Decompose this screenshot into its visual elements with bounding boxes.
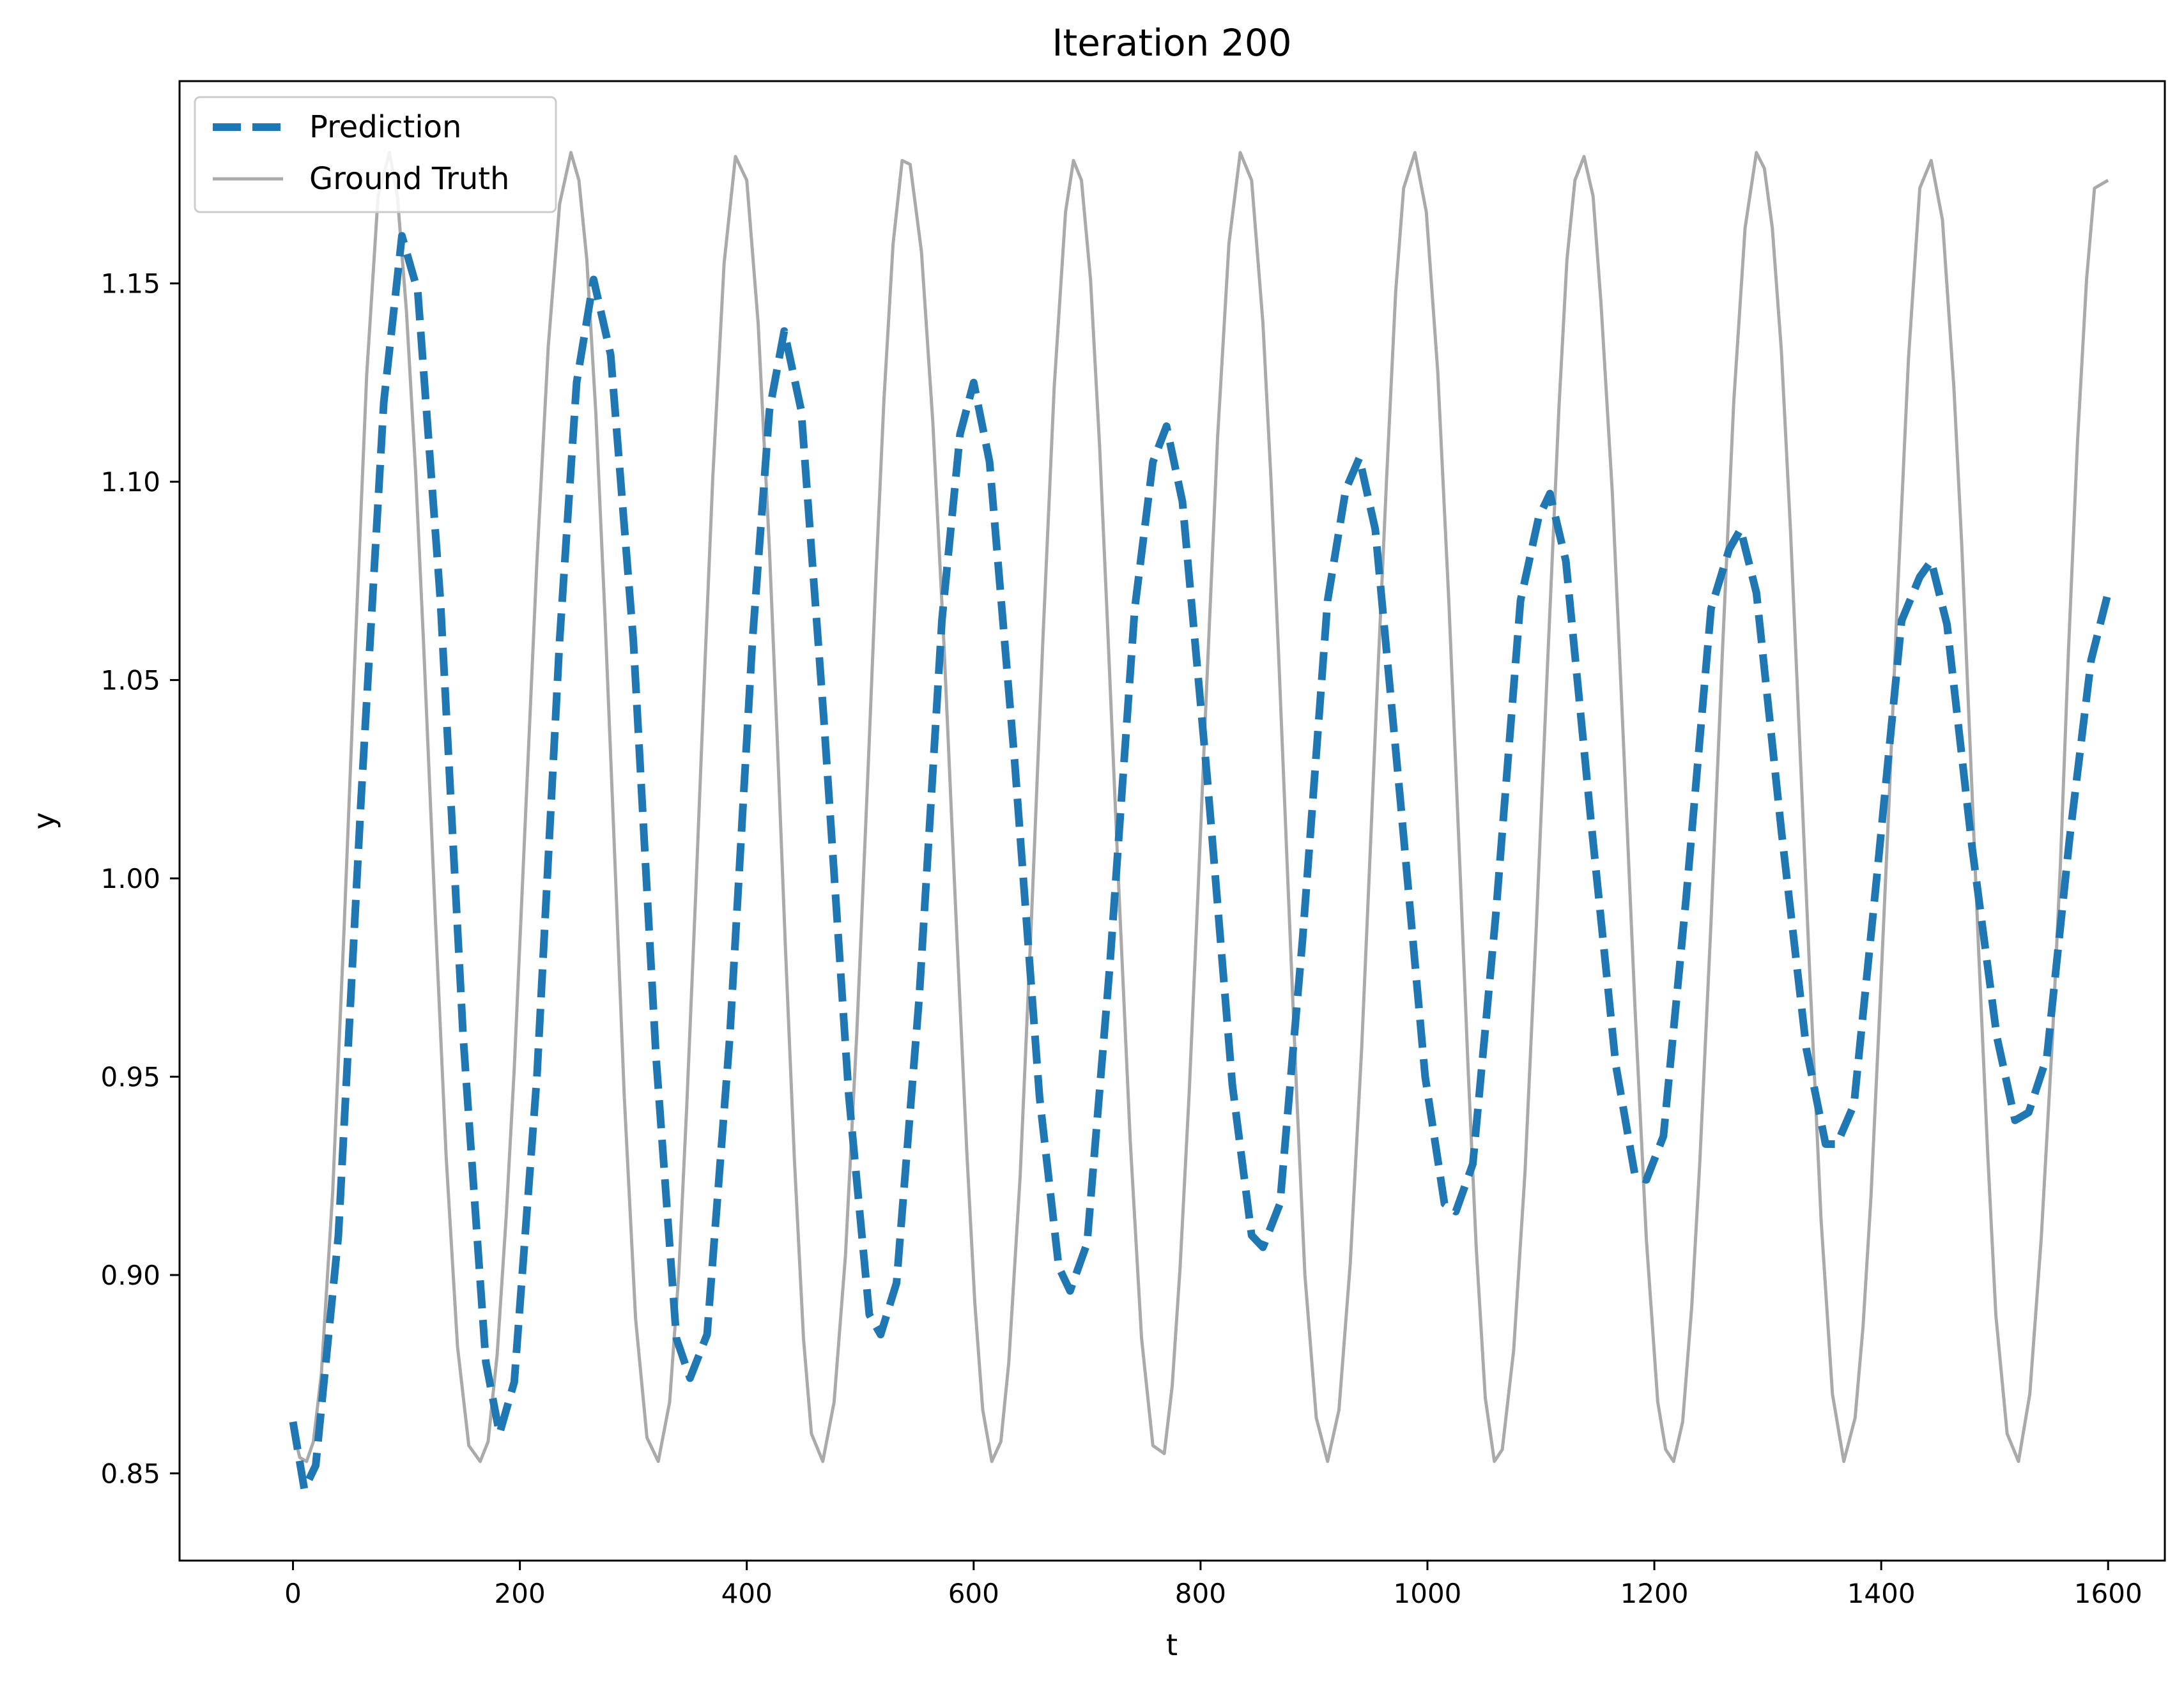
- x-tick-label: 1400: [1847, 1578, 1916, 1609]
- y-tick-label: 0.95: [100, 1061, 160, 1092]
- series-line-prediction: [289, 232, 2112, 1494]
- legend: Prediction Ground Truth: [194, 96, 557, 213]
- x-tick-label: 0: [284, 1578, 302, 1609]
- x-tick-label: 1200: [1620, 1578, 1689, 1609]
- series-line-ground-truth: [291, 151, 2109, 1464]
- y-tick-label: 1.10: [100, 466, 160, 498]
- legend-label-ground-truth: Ground Truth: [309, 161, 509, 197]
- chart-title: Iteration 200: [1052, 21, 1291, 65]
- x-tick-label: 200: [495, 1578, 546, 1609]
- x-tick-label: 600: [948, 1578, 999, 1609]
- x-tick-label: 400: [721, 1578, 773, 1609]
- x-tick-label: 1600: [2074, 1578, 2142, 1609]
- y-tick-label: 1.15: [100, 268, 160, 300]
- legend-box: [194, 96, 557, 213]
- y-tick-label: 0.85: [100, 1458, 160, 1489]
- plot-area: [289, 151, 2112, 1494]
- x-tick-label: 1000: [1394, 1578, 1462, 1609]
- y-tick-label: 1.05: [100, 665, 160, 696]
- x-axis: 0 200 400 600 800 1000 1200 1400 1600: [284, 1561, 2142, 1609]
- y-tick-label: 1.00: [100, 863, 160, 894]
- y-axis: 0.85 0.90 0.95 1.00 1.05 1.10 1.15: [100, 268, 180, 1489]
- legend-label-prediction: Prediction: [309, 109, 461, 145]
- x-tick-label: 800: [1175, 1578, 1226, 1609]
- y-tick-label: 0.90: [100, 1260, 160, 1291]
- x-axis-label: t: [1166, 1628, 1178, 1662]
- axes-frame: [178, 80, 2166, 1562]
- series-layer: [289, 151, 2112, 1494]
- y-axis-label: y: [27, 812, 61, 829]
